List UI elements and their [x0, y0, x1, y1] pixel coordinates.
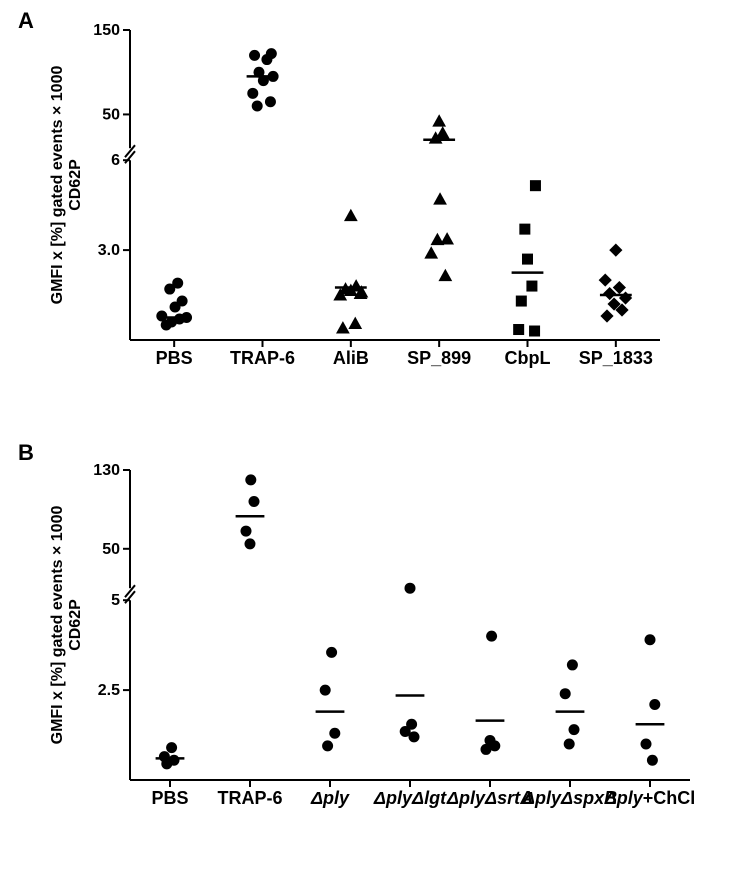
- svg-text:TRAP-6: TRAP-6: [230, 348, 295, 368]
- svg-text:150: 150: [93, 22, 120, 39]
- charts-svg: 3.0 6 50 150 PBS TRAP-6 AliB SP_899 CbpL SP_1833 G…: [0, 0, 746, 874]
- svg-text:PBS: PBS: [151, 788, 188, 808]
- svg-text:AliB: AliB: [333, 348, 369, 368]
- svg-text:ΔplyΔspxB: ΔplyΔspxB: [522, 788, 617, 808]
- panel-label-b: B: [18, 440, 34, 466]
- svg-text:CbpL: CbpL: [505, 348, 551, 368]
- svg-text:ΔplyΔlgt: ΔplyΔlgt: [373, 788, 447, 808]
- svg-text:6: 6: [111, 152, 120, 169]
- svg-text:5: 5: [111, 592, 120, 609]
- figure-container: A B 3.0 6 50 150 PBS TRAP-6 AliB SP_899 CbpL SP_1…: [0, 0, 746, 874]
- svg-text:Δply+ChCl: Δply+ChCl: [604, 788, 696, 808]
- svg-text:ΔplyΔsrtA: ΔplyΔsrtA: [446, 788, 533, 808]
- svg-text:130: 130: [93, 462, 120, 479]
- panel-label-a: A: [18, 8, 34, 34]
- svg-text:50: 50: [102, 541, 120, 558]
- svg-text:SP_899: SP_899: [407, 348, 471, 368]
- svg-text:GMFI x [%] gated events × 1000: GMFI x [%] gated events × 1000CD62P: [49, 66, 84, 305]
- svg-text:GMFI x [%] gated events × 1000: GMFI x [%] gated events × 1000CD62P: [49, 506, 84, 745]
- svg-text:3.0: 3.0: [98, 242, 120, 259]
- svg-text:PBS: PBS: [156, 348, 193, 368]
- svg-text:2.5: 2.5: [98, 682, 120, 699]
- svg-text:50: 50: [102, 106, 120, 123]
- svg-text:TRAP-6: TRAP-6: [217, 788, 282, 808]
- svg-text:Δply: Δply: [310, 788, 350, 808]
- svg-text:SP_1833: SP_1833: [579, 348, 653, 368]
